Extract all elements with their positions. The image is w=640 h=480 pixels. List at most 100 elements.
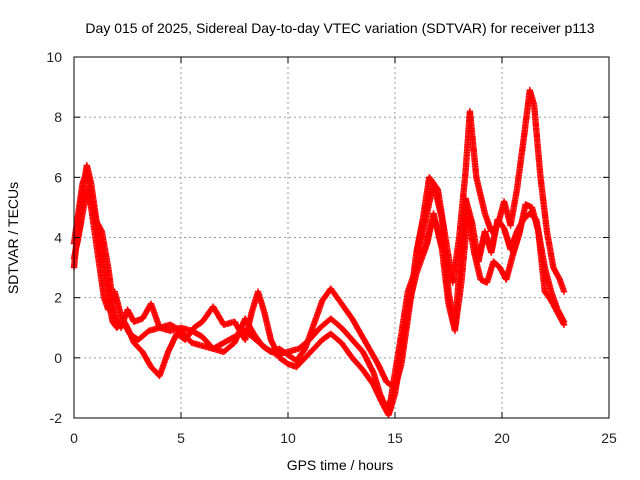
data-point-segment — [327, 315, 344, 330]
data-point-segment — [434, 186, 450, 246]
x-tick-label: 5 — [177, 430, 185, 446]
data-point-segment — [530, 101, 544, 179]
data-point — [560, 288, 568, 295]
data-point-segment — [541, 288, 554, 303]
data-point-segment — [209, 303, 227, 327]
data-point-segment — [139, 348, 154, 369]
x-tick-label: 10 — [280, 430, 296, 446]
data-point-segment — [537, 174, 550, 234]
data-point-segment — [96, 264, 107, 300]
data-point-segment — [481, 210, 494, 234]
data-point-segment — [135, 328, 151, 343]
data-point-segment — [340, 303, 355, 321]
axis-ticks — [73, 56, 610, 419]
data-point-segment — [513, 139, 527, 193]
data-point-segment — [111, 288, 124, 318]
data-point-segment — [349, 354, 366, 372]
tick-labels: 0 5 10 15 20 25 -2 0 2 4 6 8 10 — [46, 49, 617, 446]
data-point-segment — [293, 355, 308, 371]
data-point-segment — [515, 202, 529, 238]
data-marks — [70, 86, 568, 419]
y-tick-label: 4 — [54, 230, 62, 246]
data-point-segment — [75, 181, 86, 217]
y-tick-label: 0 — [54, 350, 62, 366]
data-point-segment — [310, 299, 325, 328]
data-point-segment — [199, 304, 216, 325]
data-point-segment — [526, 86, 537, 107]
data-point-segment — [98, 228, 112, 270]
data-point-segment — [349, 336, 366, 354]
data-point-segment — [188, 327, 205, 340]
data-point-segment — [438, 246, 452, 306]
data-point-segment — [130, 339, 145, 354]
data-point-segment — [92, 216, 105, 234]
series-track-1 — [70, 162, 568, 413]
data-point-segment — [327, 330, 344, 345]
data-point-segment — [254, 288, 268, 315]
data-point-segment — [464, 210, 478, 255]
data-point-segment — [430, 210, 445, 252]
data-point-segment — [242, 315, 257, 336]
data-point-segment — [92, 234, 103, 270]
data-point-segment — [124, 324, 137, 345]
data-point-segment — [543, 228, 557, 270]
data-point-segment — [334, 294, 346, 309]
data-point-segment — [366, 345, 381, 366]
x-tick-label: 25 — [601, 430, 617, 446]
y-tick-label: -2 — [50, 410, 63, 426]
data-point-segment — [261, 309, 274, 342]
data-point-segment — [338, 324, 355, 342]
data-point-segment — [220, 340, 237, 355]
y-tick-label: 2 — [54, 290, 62, 306]
data-point-segment — [190, 319, 205, 331]
data-point-segment — [310, 337, 325, 352]
data-point-segment — [147, 300, 163, 330]
data-point-segment — [466, 108, 480, 179]
data-point-segment — [370, 381, 385, 405]
data-point-segment — [483, 259, 497, 286]
data-point-segment — [490, 258, 502, 270]
data-point-segment — [488, 223, 500, 235]
data-point-segment — [293, 346, 308, 364]
data-point-segment — [451, 281, 465, 334]
data-point-segment — [357, 330, 372, 351]
data-point-segment — [165, 332, 180, 355]
data-point-segment — [301, 323, 317, 352]
x-tick-label: 0 — [70, 430, 78, 446]
data-point-segment — [449, 235, 463, 286]
data-point — [560, 321, 568, 328]
data-point-segment — [554, 309, 567, 327]
chart-title: Day 015 of 2025, Sidereal Day-to-day VTE… — [85, 20, 594, 36]
data-point-segment — [250, 330, 265, 348]
data-point-segment — [374, 360, 389, 384]
data-point-segment — [473, 174, 488, 216]
data-point-segment — [398, 302, 413, 368]
data-point-segment — [276, 354, 290, 367]
data-point-segment — [528, 204, 542, 234]
data-point-segment — [413, 217, 426, 256]
y-tick-label: 6 — [54, 169, 62, 185]
data-point-segment — [503, 253, 516, 283]
data-point-segment — [338, 339, 355, 360]
series-track-3 — [70, 86, 568, 392]
x-tick-label: 15 — [387, 430, 403, 446]
y-tick-label: 10 — [46, 49, 62, 65]
data-point-segment — [391, 362, 405, 392]
data-point-segment — [509, 232, 522, 259]
data-point-segment — [556, 276, 567, 294]
x-axis-label: GPS time / hours — [287, 457, 394, 473]
data-point-segment — [301, 346, 316, 361]
data-point-segment — [419, 175, 433, 223]
data-point-segment — [507, 187, 520, 229]
data-point-segment — [385, 392, 398, 419]
data-point-segment — [319, 286, 334, 304]
y-axis-label: SDTVAR / TECUs — [5, 182, 21, 294]
data-point-segment — [276, 345, 290, 358]
data-point-segment — [156, 350, 171, 380]
data-point-segment — [406, 250, 420, 307]
data-point-segment — [426, 174, 441, 192]
data-point-segment — [199, 333, 216, 351]
data-point-segment — [349, 315, 364, 336]
data-point-segment — [456, 169, 469, 241]
